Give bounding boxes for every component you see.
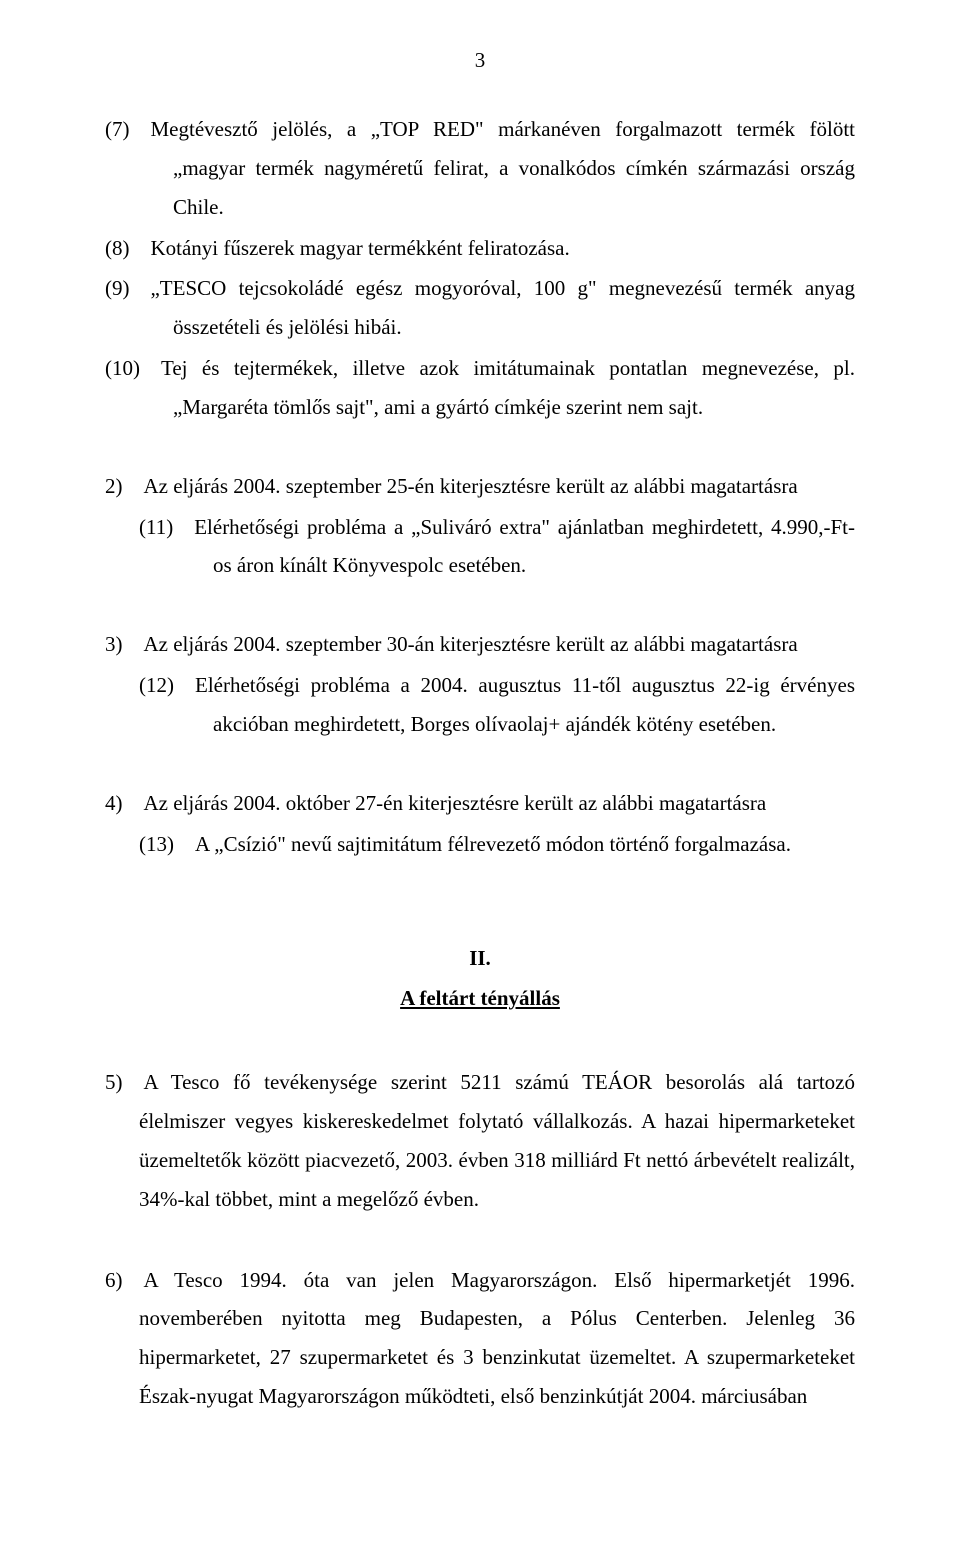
- section-title: A feltárt tényállás: [400, 986, 560, 1010]
- section-block: 4) Az eljárás 2004. október 27-én kiterj…: [105, 784, 855, 864]
- list-item: 2) Az eljárás 2004. szeptember 25-én kit…: [105, 467, 855, 506]
- section-header: II. A feltárt tényállás: [105, 939, 855, 1019]
- list-item: 4) Az eljárás 2004. október 27-én kiterj…: [105, 784, 855, 823]
- list-item: (9) „TESCO tejcsokoládé egész mogyoróval…: [105, 269, 855, 347]
- list-item: (7) Megtévesztő jelölés, a „TOP RED" már…: [105, 110, 855, 227]
- section-block: 2) Az eljárás 2004. szeptember 25-én kit…: [105, 467, 855, 586]
- list-item: (11) Elérhetőségi probléma a „Suliváró e…: [105, 508, 855, 586]
- list-item: (10) Tej és tejtermékek, illetve azok im…: [105, 349, 855, 427]
- list-item: (12) Elérhetőségi probléma a 2004. augus…: [105, 666, 855, 744]
- page-number: 3: [475, 48, 486, 73]
- list-item: (13) A „Csízió" nevű sajtimitátum félrev…: [105, 825, 855, 864]
- list-item: (8) Kotányi fűszerek magyar termékként f…: [105, 229, 855, 268]
- section-roman: II.: [105, 939, 855, 978]
- paragraph: 6) A Tesco 1994. óta van jelen Magyarors…: [105, 1261, 855, 1416]
- spacer: [105, 1221, 855, 1261]
- section-block: 3) Az eljárás 2004. szeptember 30-án kit…: [105, 625, 855, 744]
- document-page: 3 (7) Megtévesztő jelölés, a „TOP RED" m…: [0, 0, 960, 1553]
- paragraph: 5) A Tesco fő tevékenysége szerint 5211 …: [105, 1063, 855, 1218]
- page-content: (7) Megtévesztő jelölés, a „TOP RED" már…: [105, 50, 855, 1416]
- list-item: 3) Az eljárás 2004. szeptember 30-án kit…: [105, 625, 855, 664]
